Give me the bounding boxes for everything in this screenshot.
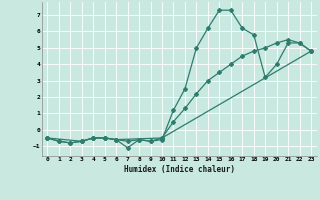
X-axis label: Humidex (Indice chaleur): Humidex (Indice chaleur) xyxy=(124,165,235,174)
